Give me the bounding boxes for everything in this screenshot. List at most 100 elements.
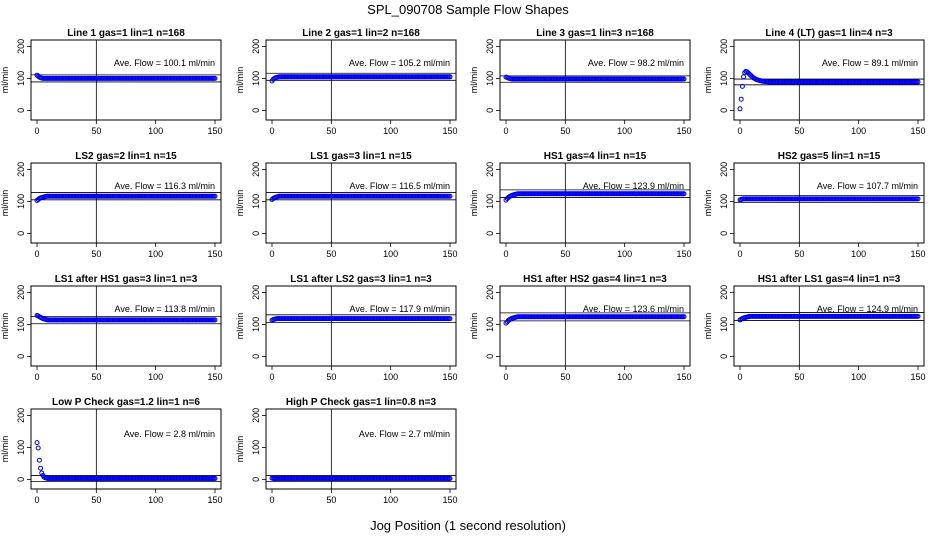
x-tick-label: 0 (503, 249, 508, 259)
data-point (738, 96, 744, 102)
panel-9: LS1 after HS1 gas=3 lin=1 n=3 0 50 100 150 0 1… (0, 274, 223, 382)
x-tick-label: 100 (617, 372, 632, 382)
y-tick-label: 100 (719, 194, 729, 209)
x-tick-label: 50 (326, 495, 336, 505)
data-point (447, 475, 453, 481)
plot-frame (733, 39, 925, 121)
x-tick-label: 100 (383, 126, 398, 136)
panel-5: LS2 gas=2 lin=1 n=15 0 50 100 150 0 100 200 ml/m… (0, 151, 223, 259)
plot-frame (499, 162, 691, 244)
x-tick-label: 50 (560, 249, 570, 259)
y-tick-label: 0 (251, 477, 261, 482)
x-tick-label: 100 (617, 249, 632, 259)
x-tick-label: 0 (34, 372, 39, 382)
panel-title: LS1 gas=3 lin=1 n=15 (310, 151, 412, 162)
panel-4: Line 4 (LT) gas=1 lin=4 n=3 0 50 100 150 0 100… (703, 28, 926, 136)
y-tick-label: 100 (251, 71, 261, 86)
x-tick-label: 100 (148, 372, 163, 382)
data-point (36, 457, 42, 463)
panel-title: Line 4 (LT) gas=1 lin=4 n=3 (765, 28, 893, 39)
plot-frame (733, 285, 925, 367)
y-tick-label: 200 (251, 39, 261, 54)
y-tick-label: 0 (485, 354, 495, 359)
x-tick-label: 0 (269, 249, 274, 259)
panel-14: High P Check gas=1 lin=0.8 n=3 0 50 100 150 0… (235, 397, 458, 505)
y-tick-label: 100 (251, 194, 261, 209)
data-points (269, 316, 453, 323)
panel-title: Line 1 gas=1 lin=1 n=168 (67, 28, 185, 39)
panel-title: HS1 after LS1 gas=4 lin=1 n=3 (758, 274, 901, 285)
x-tick-label: 0 (269, 495, 274, 505)
x-tick-label: 150 (442, 372, 457, 382)
x-tick-label: 0 (503, 372, 508, 382)
x-tick-label: 100 (383, 372, 398, 382)
x-tick-label: 100 (617, 126, 632, 136)
x-tick-label: 150 (910, 372, 925, 382)
y-tick-label: 100 (719, 71, 729, 86)
x-tick-label: 0 (269, 372, 274, 382)
plot-frame (30, 285, 222, 367)
x-tick-label: 0 (737, 126, 742, 136)
x-tick-label: 100 (851, 126, 866, 136)
y-tick-label: 0 (16, 477, 26, 482)
y-tick-label: 200 (719, 285, 729, 300)
figure-title: SPL_090708 Sample Flow Shapes (367, 2, 569, 17)
data-points (737, 68, 921, 112)
average-flow-annotation: Ave. Flow = 123.6 ml/min (583, 304, 684, 314)
x-tick-label: 150 (207, 126, 222, 136)
data-point (39, 470, 45, 476)
y-tick-label: 100 (16, 71, 26, 86)
plot-frame (499, 285, 691, 367)
plot-frame (265, 408, 457, 490)
data-point (212, 193, 218, 199)
y-tick-label: 200 (251, 162, 261, 177)
plot-frame (30, 408, 222, 490)
x-tick-label: 50 (91, 372, 101, 382)
average-flow-annotation: Ave. Flow = 116.5 ml/min (350, 181, 450, 191)
y-tick-label: 0 (16, 231, 26, 236)
y-tick-label: 100 (485, 317, 495, 332)
data-point (681, 191, 687, 197)
y-axis-label: ml/min (0, 67, 10, 94)
x-tick-label: 100 (148, 249, 163, 259)
plot-frame (733, 162, 925, 244)
panel-7: HS1 gas=4 lin=1 n=15 0 50 100 150 0 100 200 ml/m… (469, 151, 692, 259)
data-point (447, 74, 453, 80)
plot-frame (30, 162, 222, 244)
x-tick-label: 100 (148, 126, 163, 136)
panel-3: Line 3 gas=1 lin=3 n=168 0 50 100 150 0 100 200… (469, 28, 692, 136)
y-tick-label: 100 (251, 440, 261, 455)
data-point (38, 465, 44, 471)
x-tick-label: 50 (326, 372, 336, 382)
y-tick-label: 0 (251, 354, 261, 359)
average-flow-annotation: Ave. Flow = 123.9 ml/min (583, 181, 684, 191)
average-flow-annotation: Ave. Flow = 107.7 ml/min (817, 181, 918, 191)
y-tick-label: 0 (719, 231, 729, 236)
average-flow-annotation: Ave. Flow = 116.3 ml/min (115, 181, 215, 191)
data-points (34, 440, 218, 481)
x-tick-label: 50 (794, 249, 804, 259)
x-tick-label: 50 (91, 495, 101, 505)
panel-title: Line 3 gas=1 lin=3 n=168 (536, 28, 654, 39)
x-tick-label: 50 (794, 126, 804, 136)
data-point (915, 196, 921, 202)
y-axis-label: ml/min (0, 190, 10, 217)
average-flow-annotation: Ave. Flow = 2.8 ml/min (124, 429, 215, 439)
panel-11: HS1 after HS2 gas=4 lin=1 n=3 0 50 100 150 0 1… (469, 274, 692, 382)
y-tick-label: 200 (16, 408, 26, 423)
x-tick-label: 150 (442, 249, 457, 259)
x-tick-label: 0 (503, 126, 508, 136)
y-axis-label: ml/min (469, 313, 479, 340)
data-point (447, 193, 453, 199)
x-tick-label: 50 (560, 372, 570, 382)
data-points (269, 193, 453, 202)
x-tick-label: 50 (91, 126, 101, 136)
x-tick-label: 50 (794, 372, 804, 382)
y-axis-label: ml/min (703, 190, 713, 217)
y-tick-label: 200 (485, 162, 495, 177)
data-points (34, 72, 218, 81)
y-tick-label: 200 (251, 408, 261, 423)
x-tick-label: 100 (383, 495, 398, 505)
average-flow-annotation: Ave. Flow = 124.9 ml/min (817, 304, 918, 314)
